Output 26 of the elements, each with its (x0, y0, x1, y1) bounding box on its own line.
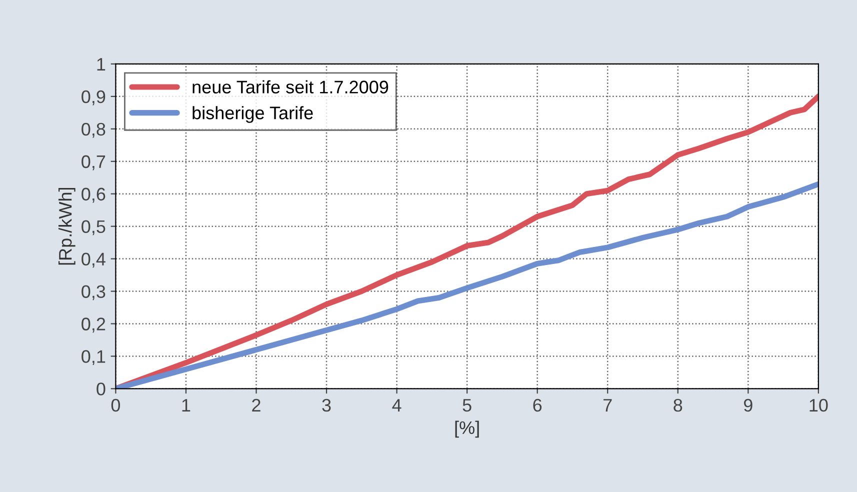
y-tick-label: 0,9 (82, 90, 106, 106)
legend-label: neue Tarife seit 1.7.2009 (192, 80, 388, 94)
x-tick-label: 4 (392, 399, 402, 412)
y-tick-label: 0,4 (82, 252, 106, 268)
y-tick-label: 1 (97, 58, 106, 70)
x-tick-label: 2 (252, 398, 260, 412)
x-tick-label: 5 (462, 399, 472, 412)
y-tick-label: 0,8 (82, 122, 106, 138)
y-tick-label: 0,5 (82, 220, 106, 236)
x-tick-label: 3 (322, 398, 331, 412)
y-tick-label: 0,7 (82, 155, 106, 170)
y-tick-label: 0,2 (82, 318, 106, 333)
y-axis-title: [Rp./kWh] (58, 188, 76, 265)
legend-label: bisherige Tarife (192, 106, 313, 123)
y-tick-label: 0,3 (82, 285, 106, 300)
x-axis-title: [%] (455, 420, 479, 438)
x-tick-label: 1 (182, 399, 190, 412)
x-tick-label: 10 (810, 398, 828, 412)
y-tick-label: 0,1 (82, 350, 106, 366)
x-tick-label: 6 (533, 398, 542, 412)
x-tick-label: 9 (744, 398, 752, 412)
y-tick-label: 0 (96, 382, 106, 396)
x-tick-label: 0 (111, 398, 120, 412)
x-tick-label: 7 (604, 399, 612, 412)
y-tick-label: 0,6 (82, 188, 106, 203)
x-tick-label: 8 (674, 398, 682, 412)
